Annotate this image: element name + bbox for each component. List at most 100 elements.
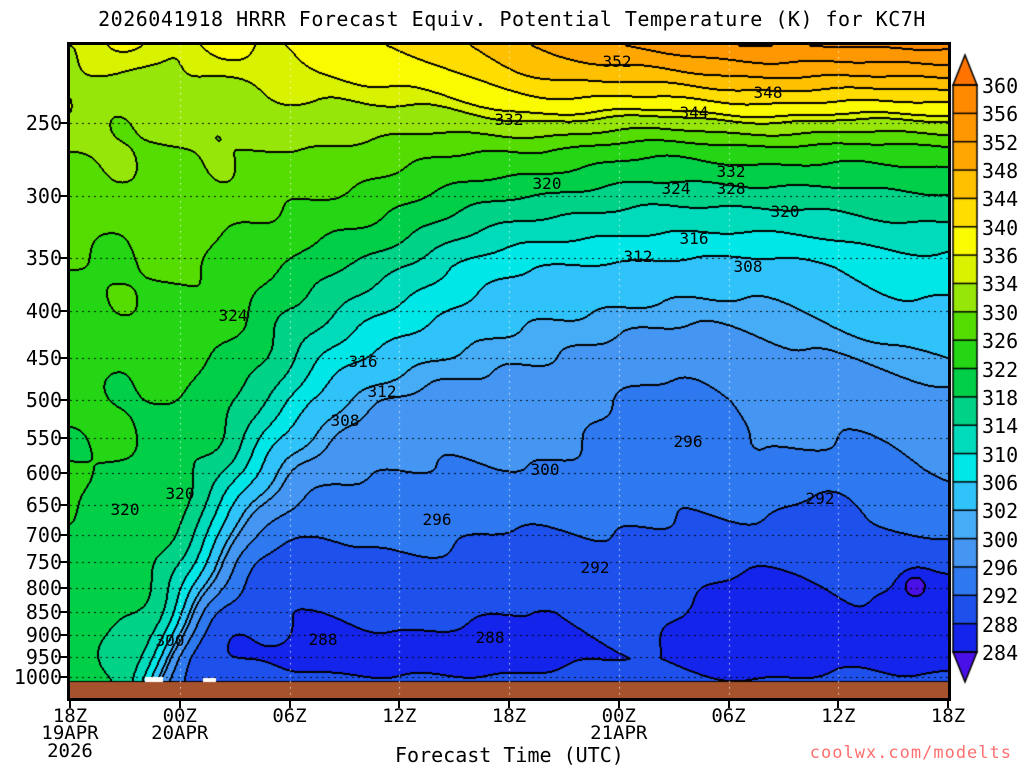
y-tick-label: 550 [25,426,62,451]
x-tick-mark [727,701,730,708]
colorbar-label: 318 [982,385,1019,410]
y-tick-label: 1000 [13,665,62,690]
x-tick-label: 18Z [491,705,527,727]
watermark: coolwx.com/modelts [809,743,1012,763]
colorbar-label: 310 [982,442,1019,467]
contour-label: 320 [770,202,800,221]
colorbar-label: 336 [982,244,1019,269]
contour-label: 292 [580,558,610,577]
y-tick-mark [59,561,67,564]
x-tick-label: 06Z [711,705,746,727]
colorbar-label: 344 [982,187,1019,212]
contour-label: 320 [165,484,195,503]
y-tick-label: 850 [25,600,62,625]
x-tick-label: 18Z [52,705,88,727]
contour-label: 352 [602,52,632,71]
y-tick-label: 700 [25,522,62,547]
contour-label: 344 [679,103,709,122]
contour-label: 332 [494,110,524,129]
x-tick-mark [508,701,510,708]
colorbar-label: 302 [982,499,1019,524]
contour-label: 316 [348,352,378,371]
contour-label: 288 [475,628,505,647]
colorbar-label: 356 [982,102,1019,127]
contour-label: 308 [330,411,360,430]
date-label: 21APR [590,722,648,744]
colorbar-label: 306 [982,470,1019,495]
y-tick-label: 450 [25,346,62,371]
y-tick-mark [59,676,67,679]
contour-plot-canvas [70,45,948,698]
y-tick-mark [59,256,67,259]
y-tick-label: 250 [25,111,62,136]
y-tick-mark [59,122,67,125]
x-tick-mark [288,701,291,708]
contour-label: 316 [679,229,709,248]
contour-label: 328 [716,179,746,198]
y-tick-mark [59,437,67,440]
colorbar-label: 322 [982,357,1019,382]
x-tick-mark [69,701,71,708]
y-tick-mark [59,472,67,475]
x-tick-mark [398,701,401,708]
colorbar-label: 352 [982,130,1019,155]
colorbar-label: 284 [982,641,1019,665]
colorbar-label: 330 [982,300,1019,325]
colorbar-label: 348 [982,159,1019,184]
colorbar-label: 314 [982,414,1019,439]
colorbar-label: 326 [982,329,1019,354]
x-tick-label: 00Z [601,705,636,727]
y-tick-label: 750 [25,550,62,575]
y-tick-mark [59,533,67,536]
y-tick-mark [59,310,67,313]
x-tick-label: 12Z [382,705,417,727]
y-tick-label: 800 [25,576,62,601]
x-tick-label: 00Z [162,705,197,727]
y-tick-label: 500 [25,388,62,413]
colorbar-label: 334 [982,272,1019,297]
contour-label: 320 [532,174,562,193]
colorbar-label: 340 [982,215,1019,240]
x-tick-label: 12Z [821,705,856,727]
y-tick-mark [59,611,67,614]
contour-label: 312 [367,382,397,401]
date-label: 2026 [47,740,93,762]
contour-label: 312 [623,247,653,266]
x-axis-title: Forecast Time (UTC) [395,743,624,767]
colorbar-canvas [950,50,1024,695]
y-tick-label: 900 [25,623,62,648]
colorbar-label: 296 [982,555,1019,580]
contour-label: 324 [661,179,691,198]
date-label: 19APR [41,722,99,744]
y-tick-label: 350 [25,245,62,270]
colorbar-label: 360 [982,74,1019,98]
x-tick-label: 18Z [930,705,966,727]
contour-label: 296 [673,432,703,451]
y-tick-mark [59,655,67,658]
contour-label: 308 [733,257,763,276]
contour-label: 288 [308,630,338,649]
date-label: 20APR [151,722,209,744]
contour-label: 292 [805,489,835,508]
colorbar-label: 292 [982,584,1019,609]
contour-label: 324 [218,306,248,325]
y-tick-label: 600 [25,461,62,486]
x-tick-mark [617,701,620,708]
y-tick-label: 300 [25,184,62,209]
y-tick-mark [59,504,67,507]
x-tick-mark [947,701,949,708]
chart-title: 2026041918 HRRR Forecast Equiv. Potentia… [98,7,926,31]
contour-label: 300 [530,460,560,479]
y-tick-label: 950 [25,644,62,669]
y-tick-label: 650 [25,493,62,518]
y-tick-label: 400 [25,299,62,324]
contour-label: 348 [753,83,783,102]
y-tick-mark [59,195,67,198]
y-tick-mark [59,399,67,402]
contour-label: 296 [422,510,452,529]
x-tick-label: 06Z [272,705,307,727]
contour-label: 332 [716,162,746,181]
y-tick-mark [59,634,67,637]
x-tick-mark [837,701,840,708]
